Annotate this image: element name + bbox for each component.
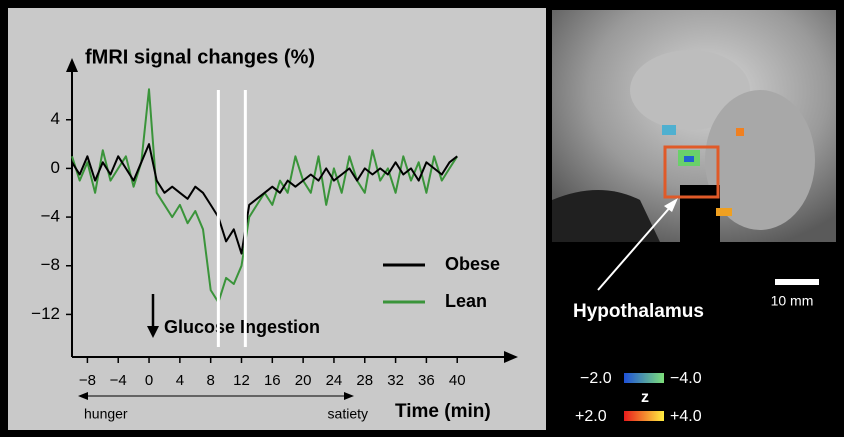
y-tick-label: 4	[51, 109, 60, 128]
x-axis-arrow	[504, 351, 518, 363]
x-tick-label: 24	[326, 372, 343, 389]
y-tick-label: −8	[41, 255, 60, 274]
activation-blob	[736, 128, 744, 136]
colorbar-title: z	[641, 389, 649, 406]
x-tick-label: −4	[110, 372, 127, 389]
y-tick-label: 0	[51, 158, 60, 177]
activation-blob	[662, 125, 676, 135]
x-tick-label: 12	[233, 372, 250, 389]
x-tick-label: 28	[356, 372, 373, 389]
colorbar-label: −2.0	[580, 370, 612, 387]
x-tick-label: 40	[449, 372, 466, 389]
activation-blob	[716, 208, 732, 216]
x-tick-label: 8	[207, 372, 215, 389]
roi-box	[663, 145, 720, 199]
range-arrow-right	[344, 392, 354, 400]
chart-panel	[8, 8, 546, 430]
region-label: Hypothalamus	[573, 301, 704, 322]
colorbar-negative	[624, 373, 664, 383]
x-axis-title: Time (min)	[395, 401, 491, 422]
colorbar-label: +2.0	[575, 408, 607, 425]
range-left-label: hunger	[84, 406, 128, 422]
colorbar-positive	[624, 411, 664, 421]
data-line	[71, 143, 458, 255]
y-tick-label: −12	[31, 304, 60, 323]
legend-label: Obese	[445, 254, 500, 274]
image-panel: Hypothalamus 10 mm −2.0 −4.0 z +2.0 +4.0	[552, 10, 836, 425]
ingestion-arrow-head	[147, 326, 159, 338]
annotation: Glucose Ingestion	[164, 317, 320, 337]
x-tick-label: 16	[264, 372, 281, 389]
mri-structure	[630, 50, 750, 130]
x-tick-label: −8	[79, 372, 96, 389]
mri-structure	[552, 190, 660, 242]
mri-structure	[680, 185, 720, 242]
colorbar-label: −4.0	[670, 370, 702, 387]
scale-bar	[775, 279, 819, 285]
y-tick-label: −4	[41, 207, 60, 226]
colorbar-label: +4.0	[670, 408, 702, 425]
activation-blob	[684, 156, 694, 162]
x-tick-label: 32	[387, 372, 404, 389]
mri-structure	[705, 90, 815, 230]
x-tick-label: 36	[418, 372, 435, 389]
legend-label: Lean	[445, 291, 487, 311]
plot: fMRI signal changes (%) Time (min) Gluco…	[31, 46, 518, 422]
range-arrow-left	[78, 392, 88, 400]
range-right-label: satiety	[328, 406, 368, 422]
y-axis-title: fMRI signal changes (%)	[85, 46, 315, 68]
pointer-arrow-head	[664, 198, 678, 212]
y-axis-arrow	[66, 58, 78, 72]
scale-bar-label: 10 mm	[771, 293, 814, 309]
x-tick-label: 4	[176, 372, 184, 389]
pointer-arrow	[597, 204, 673, 291]
x-tick-label: 0	[145, 372, 153, 389]
x-tick-label: 20	[295, 372, 312, 389]
